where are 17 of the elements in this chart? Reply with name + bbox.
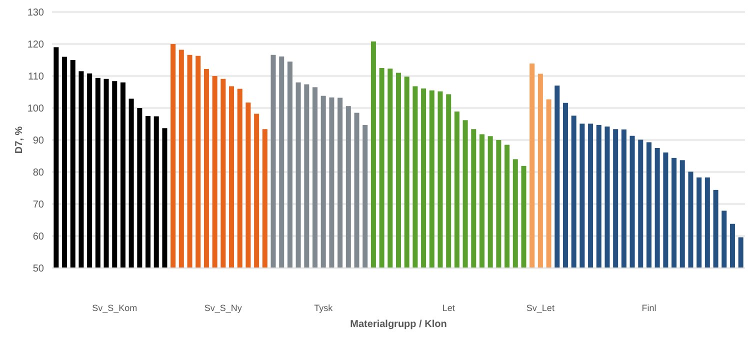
y-tick-label: 130 (27, 8, 44, 18)
x-tick-label: Let (442, 303, 456, 313)
y-axis-title: D7, % (14, 126, 25, 154)
y-tick-label: 80 (32, 168, 44, 178)
y-tick-label: 70 (32, 200, 44, 210)
y-tick-label: 120 (27, 40, 44, 50)
x-tick-label: Sv_S_Kom (92, 303, 138, 313)
y-tick-label: 90 (32, 136, 44, 146)
y-tick-label: 60 (32, 232, 44, 242)
y-tick-label: 50 (32, 264, 44, 274)
x-tick-label: Sv_Let (526, 303, 555, 313)
x-tick-label: Finl (642, 303, 656, 313)
x-tick-label: Sv_S_Ny (204, 303, 242, 313)
y-tick-label: 100 (27, 104, 44, 114)
x-tick-label: Tysk (314, 303, 334, 313)
x-axis-title: Materialgrupp / Klon (350, 319, 447, 330)
y-tick-label: 110 (28, 72, 44, 82)
